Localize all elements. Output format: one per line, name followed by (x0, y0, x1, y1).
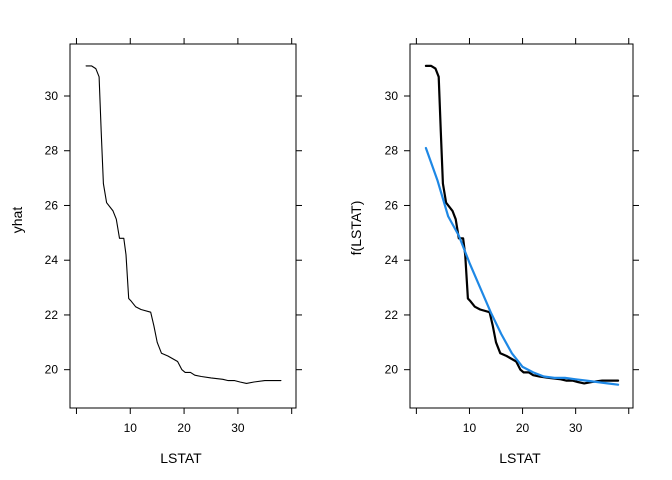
right-series-line-1 (424, 146, 620, 386)
left-series-line-0 (85, 65, 282, 384)
right-y-tick-label: 20 (385, 363, 399, 377)
right-x-tick-label: 30 (569, 421, 583, 435)
left-y-axis-title: yhat (9, 207, 25, 234)
right-y-tick-label: 26 (385, 198, 399, 212)
left-x-tick-label: 10 (124, 421, 138, 435)
right-plot-frame (409, 43, 634, 409)
right-y-tick-label: 28 (385, 144, 399, 158)
right-x-axis-title: LSTAT (499, 450, 541, 466)
left-y-tick-label: 24 (45, 253, 59, 267)
right-y-tick-label: 24 (385, 253, 399, 267)
right-y-tick-label: 30 (385, 89, 399, 103)
left-plot-frame (69, 43, 297, 409)
left-y-tick-label: 30 (45, 89, 59, 103)
left-x-tick-label: 20 (177, 421, 191, 435)
right-y-tick-label: 22 (385, 308, 399, 322)
left-x-axis-title: LSTAT (160, 450, 202, 466)
left-y-tick-label: 20 (45, 363, 59, 377)
right-y-axis-title: f(LSTAT) (348, 201, 364, 256)
right-panel: f(LSTAT) LSTAT 10 20 30 20 22 24 26 28 30 (348, 38, 639, 466)
right-series-line-0 (424, 64, 620, 385)
left-x-tick-label: 30 (231, 421, 245, 435)
left-y-tick-label: 26 (45, 198, 59, 212)
right-x-tick-label: 20 (516, 421, 530, 435)
right-x-tick-label: 10 (463, 421, 477, 435)
left-y-tick-label: 22 (45, 308, 59, 322)
left-y-tick-label: 28 (45, 144, 59, 158)
left-panel: yhat LSTAT 10 20 30 20 22 24 26 28 30 (9, 38, 302, 466)
